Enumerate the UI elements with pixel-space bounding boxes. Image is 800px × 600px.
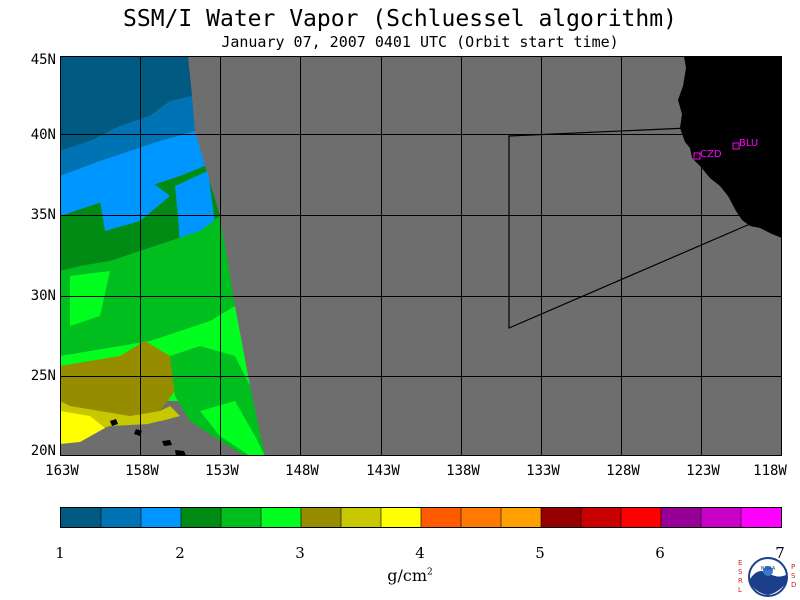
colorbar-tick-1: 1 [55, 544, 65, 562]
colorbar-cell [181, 508, 222, 527]
noaa-bird [763, 566, 773, 576]
logo-l: L [738, 586, 742, 594]
lat-label-25n: 25N [30, 368, 56, 384]
lon-label-123w: 123W [686, 463, 720, 479]
logo-p: P [791, 563, 795, 571]
unit-exponent: 2 [427, 567, 433, 578]
colorbar-unit: g/cm2 [380, 566, 440, 585]
lon-label-158w: 158W [125, 463, 159, 479]
colorbar-cell [381, 508, 422, 527]
logo-d: D [791, 581, 796, 589]
colorbar-cell [461, 508, 502, 527]
colorbar-cell [541, 508, 582, 527]
lon-label-163w: 163W [45, 463, 79, 479]
lat-gridlines [60, 134, 782, 377]
colorbar-cell [301, 508, 342, 527]
colorbar-cell [141, 508, 182, 527]
colorbar-tick-6: 6 [655, 544, 665, 562]
colorbar-tick-5: 5 [535, 544, 545, 562]
colorbar-cell [701, 508, 742, 527]
noaa-wave [750, 571, 786, 595]
logo-noaa-text: NOAA [761, 566, 776, 572]
domain-outline [508, 127, 751, 329]
lon-label-153w: 153W [205, 463, 239, 479]
colorbar-cell [661, 508, 702, 527]
logo-s2: S [791, 572, 796, 580]
colorbar-cell [61, 508, 102, 527]
noaa-esrl-psd-logo: E S R L P S D NOAA [738, 557, 796, 597]
lon-label-143w: 143W [366, 463, 400, 479]
station-czd: CZD [693, 149, 722, 160]
colorbar-cell [581, 508, 622, 527]
california-land [678, 56, 782, 238]
lon-label-133w: 133W [526, 463, 560, 479]
lat-label-40n: 40N [30, 127, 56, 143]
colorbar-cell [221, 508, 262, 527]
colorbar-tick-3: 3 [295, 544, 305, 562]
colorbar-cell [421, 508, 462, 527]
colorbar [60, 507, 782, 528]
station-czd-label: CZD [700, 149, 722, 160]
map-subtitle: January 07, 2007 0401 UTC (Orbit start t… [221, 33, 619, 51]
logo-e: E [738, 559, 742, 567]
colorbar-cell [741, 508, 782, 527]
station-blu: BLU [732, 138, 758, 150]
logo-s: S [738, 568, 743, 576]
lon-label-138w: 138W [446, 463, 480, 479]
colorbar-tick-2: 2 [175, 544, 185, 562]
lat-label-45n: 45N [30, 52, 56, 68]
map-title: SSM/I Water Vapor (Schluessel algorithm) [123, 6, 677, 32]
colorbar-cell [621, 508, 662, 527]
station-blu-label: BLU [739, 138, 758, 149]
lat-label-35n: 35N [30, 207, 56, 223]
lon-gridlines [140, 56, 702, 456]
lon-label-148w: 148W [285, 463, 319, 479]
colorbar-cell [341, 508, 382, 527]
lat-label-30n: 30N [30, 288, 56, 304]
water-vapor-map: CZD BLU [60, 56, 782, 456]
unit-base: g/cm [387, 566, 428, 585]
lon-label-118w: 118W [753, 463, 787, 479]
colorbar-cell [261, 508, 302, 527]
colorbar-cell [101, 508, 142, 527]
water-vapor-swath [60, 56, 265, 456]
colorbar-cell [501, 508, 542, 527]
logo-r: R [738, 577, 743, 585]
colorbar-tick-4: 4 [415, 544, 425, 562]
map-frame [60, 56, 782, 456]
colorbar-tick-7: 7 [775, 544, 785, 562]
lon-label-128w: 128W [606, 463, 640, 479]
lat-label-20n: 20N [30, 443, 56, 459]
